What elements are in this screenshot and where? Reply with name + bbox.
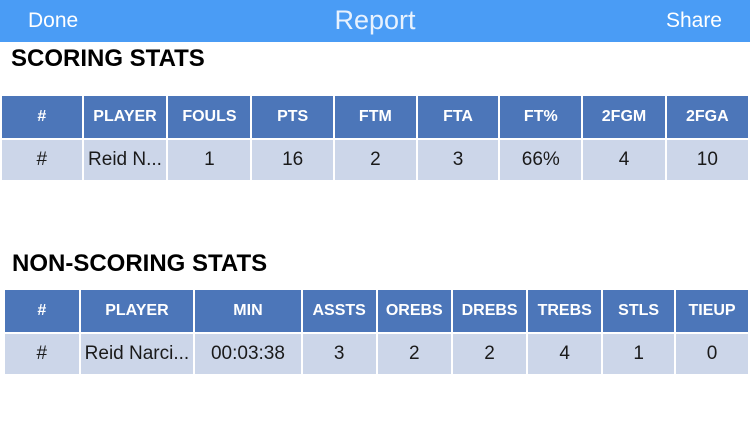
cell-number: # [3, 332, 81, 376]
column-header-trebs: TREBS [526, 288, 604, 334]
navigation-bar: Done Report Share [0, 0, 750, 42]
cell-assts: 3 [300, 332, 378, 376]
non-scoring-stats-title: NON-SCORING STATS [12, 250, 268, 277]
column-header-pts: PTS [250, 94, 335, 140]
column-header-fta: FTA [415, 94, 501, 140]
column-header-player: PLAYER [81, 94, 169, 140]
column-header-fouls: FOULS [166, 94, 253, 140]
cell-drebs: 2 [450, 332, 529, 376]
scoring-stats-table: # PLAYER FOULS PTS FTM FTA FT% 2FGM 2FGA… [0, 94, 750, 182]
column-header-stls: STLS [601, 288, 677, 334]
column-header-assts: ASSTS [300, 288, 378, 334]
cell-pts: 16 [250, 138, 335, 182]
cell-stls: 1 [601, 332, 677, 376]
share-button[interactable]: Share [665, 9, 722, 32]
column-header-player: PLAYER [78, 288, 196, 334]
cell-trebs: 4 [526, 332, 604, 376]
cell-ft-percent: 66% [498, 138, 584, 182]
column-header-2fga: 2FGA [664, 94, 750, 140]
column-header-2fgm: 2FGM [581, 94, 667, 140]
page-title: Report [334, 5, 416, 35]
non-scoring-stats-table: # PLAYER MIN ASSTS OREBS DREBS TREBS STL… [3, 288, 750, 376]
cell-tieup: 0 [674, 332, 750, 376]
column-header-drebs: DREBS [450, 288, 529, 334]
column-header-min: MIN [193, 288, 303, 334]
cell-fouls: 1 [166, 138, 253, 182]
cell-orebs: 2 [375, 332, 453, 376]
column-header-number: # [3, 288, 81, 334]
column-header-tieup: TIEUP [674, 288, 750, 334]
table-row[interactable]: # Reid Narci... 00:03:38 3 2 2 4 1 0 [3, 332, 750, 376]
table-header-row: # PLAYER FOULS PTS FTM FTA FT% 2FGM 2FGA [0, 94, 750, 140]
column-header-orebs: OREBS [375, 288, 453, 334]
cell-number: # [0, 138, 84, 182]
done-button[interactable]: Done [28, 9, 79, 32]
cell-player: Reid Narci... [78, 332, 196, 376]
cell-2fga: 10 [664, 138, 750, 182]
table-row[interactable]: # Reid N... 1 16 2 3 66% 4 10 [0, 138, 750, 182]
scoring-stats-title: SCORING STATS [11, 45, 205, 72]
cell-min: 00:03:38 [193, 332, 303, 376]
cell-fta: 3 [415, 138, 501, 182]
table-header-row: # PLAYER MIN ASSTS OREBS DREBS TREBS STL… [3, 288, 750, 334]
cell-2fgm: 4 [581, 138, 667, 182]
column-header-ftm: FTM [333, 94, 418, 140]
cell-ftm: 2 [333, 138, 418, 182]
column-header-number: # [0, 94, 84, 140]
column-header-ft-percent: FT% [498, 94, 584, 140]
cell-player: Reid N... [81, 138, 169, 182]
